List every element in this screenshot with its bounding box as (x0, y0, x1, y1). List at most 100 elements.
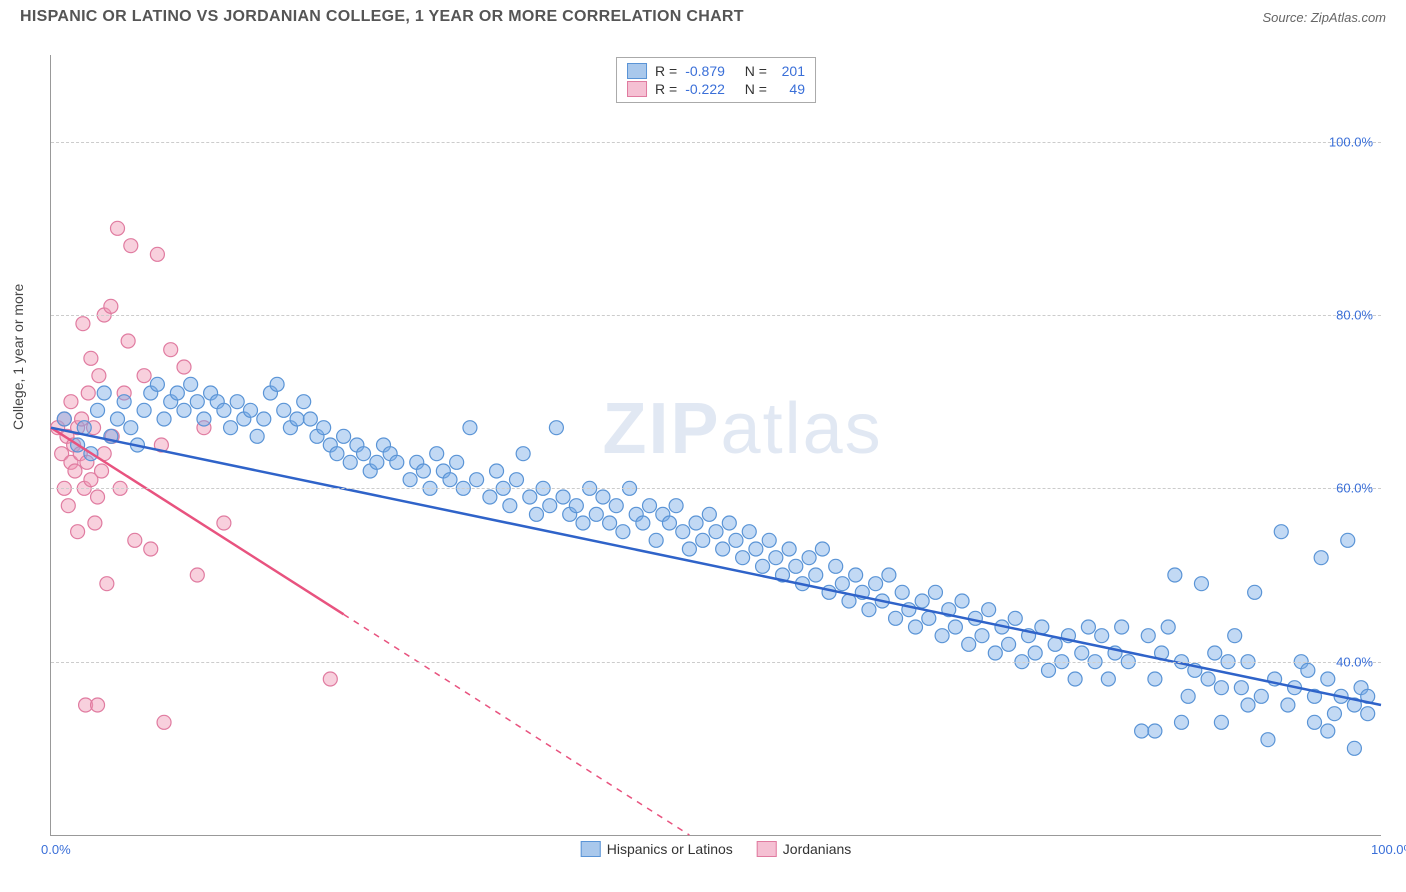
scatter-point (1141, 629, 1155, 643)
scatter-point (1347, 741, 1361, 755)
scatter-point (1181, 689, 1195, 703)
scatter-point (1248, 585, 1262, 599)
scatter-point (769, 551, 783, 565)
r-value-jordanian: -0.222 (685, 81, 725, 97)
scatter-point (1327, 707, 1341, 721)
scatter-point (543, 499, 557, 513)
xtick-label: 100.0% (1371, 842, 1406, 857)
scatter-point (157, 412, 171, 426)
scatter-point (330, 447, 344, 461)
scatter-point (742, 525, 756, 539)
scatter-point (403, 473, 417, 487)
scatter-point (370, 455, 384, 469)
legend-item-jordanian: Jordanians (757, 841, 852, 857)
gridline-h (51, 315, 1381, 316)
xtick-label: 0.0% (41, 842, 71, 857)
legend-stats-row-hispanic: R = -0.879 N = 201 (627, 62, 805, 80)
ytick-label: 100.0% (1329, 134, 1373, 149)
scatter-point (1321, 724, 1335, 738)
scatter-point (609, 499, 623, 513)
scatter-point (1148, 672, 1162, 686)
scatter-point (297, 395, 311, 409)
scatter-point (61, 499, 75, 513)
scatter-point (303, 412, 317, 426)
scatter-point (1214, 715, 1228, 729)
scatter-point (450, 455, 464, 469)
scatter-point (244, 403, 258, 417)
scatter-point (669, 499, 683, 513)
swatch-jordanian-bottom (757, 841, 777, 857)
scatter-point (1081, 620, 1095, 634)
scatter-point (756, 559, 770, 573)
scatter-point (962, 637, 976, 651)
scatter-point (1101, 672, 1115, 686)
scatter-point (97, 386, 111, 400)
scatter-point (589, 507, 603, 521)
scatter-point (1048, 637, 1062, 651)
scatter-point (915, 594, 929, 608)
scatter-point (137, 369, 151, 383)
scatter-point (290, 412, 304, 426)
scatter-point (64, 395, 78, 409)
scatter-point (1254, 689, 1268, 703)
scatter-point (1175, 715, 1189, 729)
scatter-point (529, 507, 543, 521)
scatter-point (1261, 733, 1275, 747)
scatter-point (95, 464, 109, 478)
scatter-point (343, 455, 357, 469)
scatter-point (523, 490, 537, 504)
scatter-point (988, 646, 1002, 660)
scatter-point (150, 377, 164, 391)
scatter-point (689, 516, 703, 530)
scatter-point (736, 551, 750, 565)
scatter-point (170, 386, 184, 400)
scatter-point (177, 360, 191, 374)
scatter-point (124, 421, 138, 435)
scatter-point (197, 412, 211, 426)
scatter-point (1028, 646, 1042, 660)
scatter-point (277, 403, 291, 417)
scatter-point (217, 403, 231, 417)
legend-bottom: Hispanics or Latinos Jordanians (581, 841, 852, 857)
scatter-point (111, 412, 125, 426)
scatter-point (88, 516, 102, 530)
scatter-point (230, 395, 244, 409)
y-axis-label: College, 1 year or more (10, 284, 26, 430)
scatter-point (1341, 533, 1355, 547)
scatter-point (516, 447, 530, 461)
scatter-point (111, 221, 125, 235)
scatter-point (1095, 629, 1109, 643)
scatter-point (128, 533, 142, 547)
scatter-point (190, 568, 204, 582)
scatter-point (928, 585, 942, 599)
scatter-point (463, 421, 477, 435)
ytick-label: 80.0% (1336, 308, 1373, 323)
legend-stats-row-jordanian: R = -0.222 N = 49 (627, 80, 805, 98)
scatter-point (92, 369, 106, 383)
scatter-point (257, 412, 271, 426)
scatter-point (137, 403, 151, 417)
scatter-point (1308, 715, 1322, 729)
scatter-point (443, 473, 457, 487)
scatter-point (1214, 681, 1228, 695)
scatter-point (184, 377, 198, 391)
scatter-point (1208, 646, 1222, 660)
scatter-point (337, 429, 351, 443)
scatter-point (1201, 672, 1215, 686)
scatter-point (1068, 672, 1082, 686)
scatter-point (121, 334, 135, 348)
scatter-point (1115, 620, 1129, 634)
scatter-point (829, 559, 843, 573)
scatter-point (935, 629, 949, 643)
scatter-point (1008, 611, 1022, 625)
scatter-point (1035, 620, 1049, 634)
scatter-point (81, 386, 95, 400)
scatter-point (1135, 724, 1149, 738)
scatter-point (889, 611, 903, 625)
scatter-point (1281, 698, 1295, 712)
scatter-point (430, 447, 444, 461)
ytick-label: 60.0% (1336, 481, 1373, 496)
legend-stats-box: R = -0.879 N = 201 R = -0.222 N = 49 (616, 57, 816, 103)
scatter-point (716, 542, 730, 556)
n-value-jordanian: 49 (775, 81, 805, 97)
